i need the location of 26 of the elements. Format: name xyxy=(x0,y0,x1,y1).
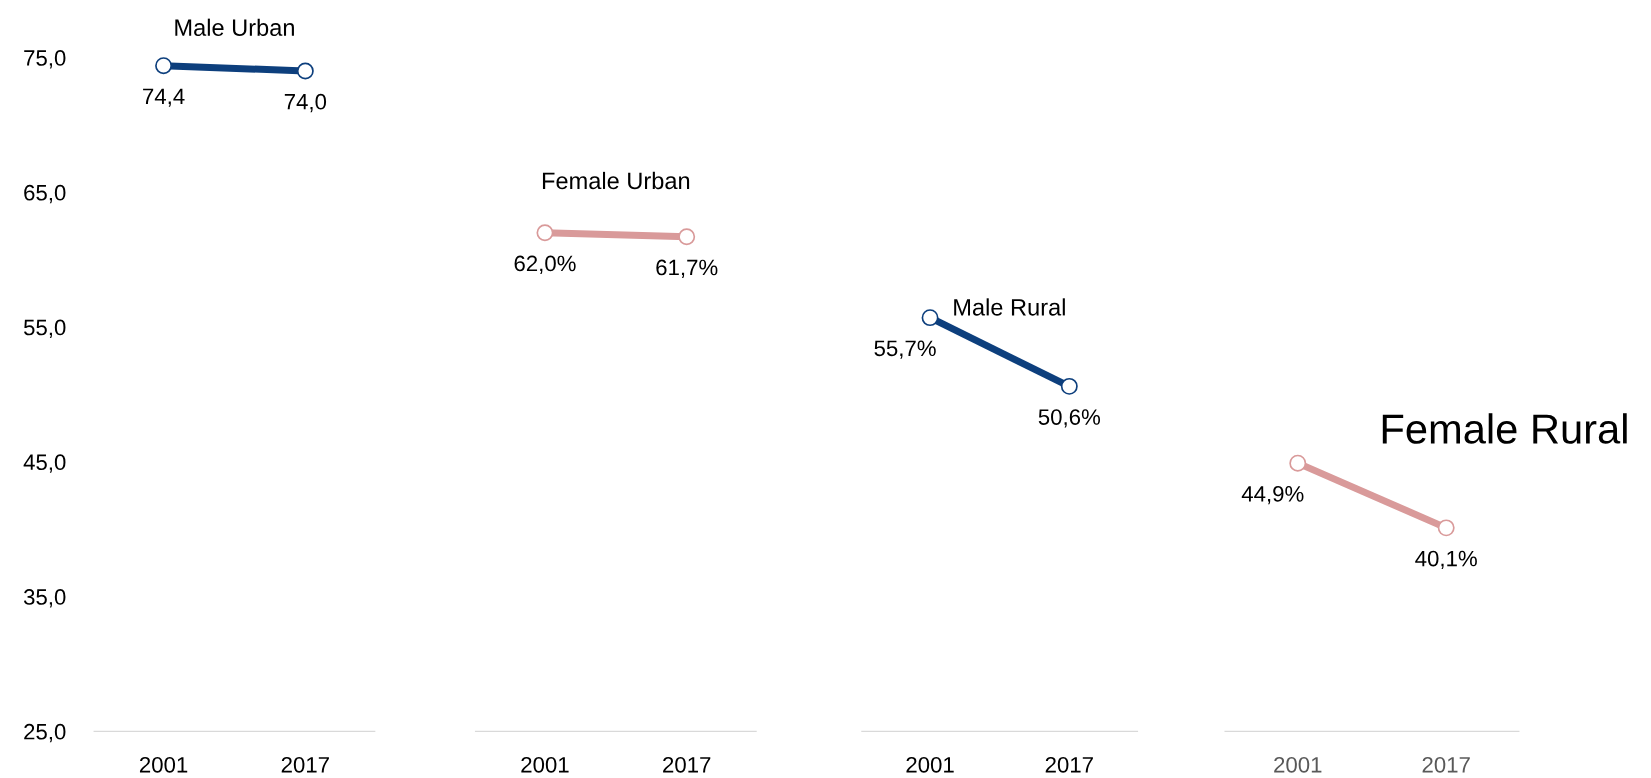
data-label: 50,6% xyxy=(1038,409,1101,428)
series-label: Male Urban xyxy=(175,18,294,36)
y-tick-label: 65,0 xyxy=(24,184,66,204)
data-label: 40,1% xyxy=(1415,550,1477,570)
data-label: 55,7% xyxy=(874,340,936,359)
x-tick-label: 2017 xyxy=(663,756,711,773)
data-label: 62,0% xyxy=(514,255,576,274)
x-tick-label: 2017 xyxy=(281,756,329,773)
data-label: 74,0 xyxy=(284,93,327,113)
y-tick-label: 75,0 xyxy=(24,50,66,69)
series-label: Female Rural xyxy=(1382,413,1627,444)
y-tick-label: 45,0 xyxy=(23,454,66,473)
x-tick-label: 2001 xyxy=(906,756,954,773)
x-tick-label: 2001 xyxy=(1274,756,1322,773)
data-label: 74,4 xyxy=(143,88,185,107)
y-tick-label: 35,0 xyxy=(23,589,66,608)
y-tick-label: 25,0 xyxy=(24,723,66,743)
x-tick-label: 2017 xyxy=(1422,756,1470,773)
x-tick-label: 2001 xyxy=(139,756,188,773)
series-label: Male Rural xyxy=(954,298,1065,316)
x-tick-label: 2017 xyxy=(1045,756,1093,773)
series-label: Female Urban xyxy=(542,171,690,190)
data-label: 44,9% xyxy=(1241,485,1304,505)
x-tick-label: 2001 xyxy=(521,756,569,773)
y-tick-label: 55,0 xyxy=(23,319,66,338)
data-label: 61,7% xyxy=(656,259,718,278)
